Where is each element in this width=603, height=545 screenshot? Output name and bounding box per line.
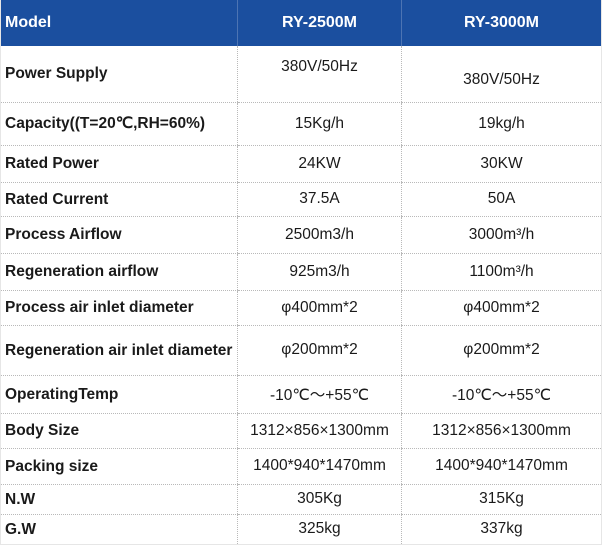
row-value-model-2: 30KW [401,145,602,183]
row-label: Regeneration air inlet diameter [0,325,238,376]
row-label: Packing size [0,448,238,485]
row-value-model-1: -10℃～+55℃ [237,375,402,414]
row-label: OperatingTemp [0,375,238,414]
row-value-model-2: 1400*940*1470mm [401,448,602,485]
table-row: N.W 305Kg 315Kg [0,484,602,515]
table-row: Packing size 1400*940*1470mm 1400*940*14… [0,448,602,485]
row-value-model-2: 1100m³/h [401,253,602,291]
row-value-model-2: 50A [401,182,602,217]
table-row: Rated Current 37.5A 50A [0,182,602,217]
row-value-model-1: 37.5A [237,182,402,217]
row-value-model-1: 1400*940*1470mm [237,448,402,485]
table-row: Regeneration air inlet diameter φ200mm*2… [0,325,602,376]
row-value-model-1: 15Kg/h [237,102,402,146]
row-value-model-1: φ200mm*2 [237,325,402,376]
row-value-model-1: 380V/50Hz [237,46,402,103]
header-model-1: RY-2500M [237,0,402,46]
table-row: Process air inlet diameter φ400mm*2 φ400… [0,290,602,326]
row-value-model-1: 2500m3/h [237,216,402,254]
table-row: Power Supply 380V/50Hz 380V/50Hz [0,46,602,103]
table-row: Body Size 1312×856×1300mm 1312×856×1300m… [0,413,602,449]
header-model-2: RY-3000M [401,0,602,46]
row-label: Rated Power [0,145,238,183]
table-row: OperatingTemp -10℃～+55℃ -10℃～+55℃ [0,375,602,414]
table-row: Regeneration airflow 925m3/h 1100m³/h [0,253,602,291]
row-label: N.W [0,484,238,515]
row-value-model-2: 337kg [401,514,602,545]
row-value-model-2: φ400mm*2 [401,290,602,326]
row-value-model-2: φ200mm*2 [401,325,602,376]
row-label: Process air inlet diameter [0,290,238,326]
row-value-model-1: 925m3/h [237,253,402,291]
row-label: Rated Current [0,182,238,217]
row-value-model-1: 1312×856×1300mm [237,413,402,449]
row-label: Power Supply [0,46,238,103]
row-label: Body Size [0,413,238,449]
row-label: G.W [0,514,238,545]
row-value-model-1: 325kg [237,514,402,545]
table-row: G.W 325kg 337kg [0,514,602,545]
row-value-model-2: 19kg/h [401,102,602,146]
header-row: Model RY-2500M RY-3000M [0,0,602,46]
row-value-model-2: 1312×856×1300mm [401,413,602,449]
row-value-model-2: 3000m³/h [401,216,602,254]
row-value-model-2: 380V/50Hz [401,46,602,103]
row-label: Process Airflow [0,216,238,254]
row-value-model-1: φ400mm*2 [237,290,402,326]
row-label: Capacity((T=20℃,RH=60%) [0,102,238,146]
header-label: Model [0,0,238,46]
table-row: Rated Power 24KW 30KW [0,145,602,183]
table-row: Process Airflow 2500m3/h 3000m³/h [0,216,602,254]
table-row: Capacity((T=20℃,RH=60%) 15Kg/h 19kg/h [0,102,602,146]
row-value-model-2: 315Kg [401,484,602,515]
row-value-model-1: 24KW [237,145,402,183]
row-value-model-2: -10℃～+55℃ [401,375,602,414]
row-label: Regeneration airflow [0,253,238,291]
row-value-model-1: 305Kg [237,484,402,515]
